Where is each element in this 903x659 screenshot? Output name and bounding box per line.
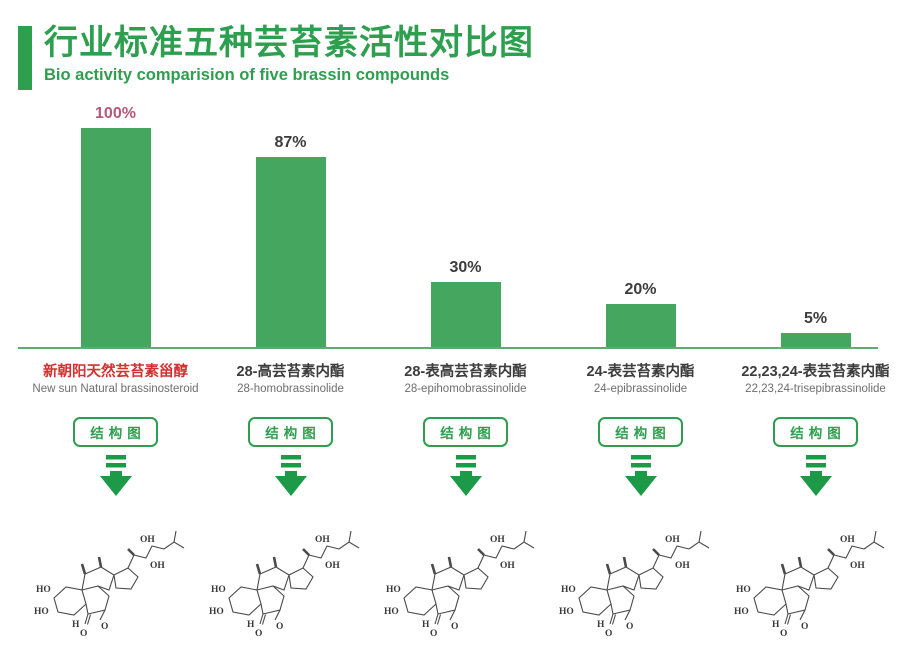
svg-text:OH: OH	[490, 535, 505, 545]
svg-text:HO: HO	[211, 585, 226, 595]
chemical-structure: OH OH HO HO H O O	[732, 502, 900, 645]
svg-text:O: O	[255, 629, 262, 639]
compound-column: 30% 28-表高芸苔素内酯 28-epihomobrassinolide 结构…	[378, 98, 553, 645]
header: 行业标准五种芸苔素活性对比图 Bio activity comparision …	[0, 0, 903, 90]
compound-name-zh: 24-表芸苔素内酯	[586, 364, 695, 380]
down-arrow-icon	[793, 454, 839, 498]
bar-zone: 100%	[28, 98, 203, 348]
svg-text:O: O	[430, 629, 437, 639]
bar-value-label: 20%	[624, 281, 657, 298]
down-arrow-icon	[93, 454, 139, 498]
svg-text:OH: OH	[325, 561, 340, 571]
activity-bar	[255, 156, 326, 348]
compound-column: 20% 24-表芸苔素内酯 24-epibrassinolide 结构图	[553, 98, 728, 645]
svg-text:HO: HO	[559, 607, 574, 617]
svg-text:HO: HO	[36, 585, 51, 595]
svg-text:HO: HO	[736, 585, 751, 595]
bar-value-label: 5%	[803, 310, 828, 327]
structure-button[interactable]: 结构图	[248, 417, 333, 447]
page-subtitle: Bio activity comparision of five brassin…	[44, 66, 450, 85]
x-axis-line	[18, 347, 878, 349]
compound-column: 5% 22,23,24-表芸苔素内酯 22,23,24-trisepibrass…	[728, 98, 903, 645]
svg-text:OH: OH	[500, 561, 515, 571]
compound-name: 28-高芸苔素内酯 28-homobrassinolide	[237, 364, 345, 402]
compound-column: 87% 28-高芸苔素内酯 28-homobrassinolide 结构图	[203, 98, 378, 645]
svg-text:HO: HO	[561, 585, 576, 595]
svg-text:H: H	[422, 620, 430, 630]
svg-text:H: H	[597, 620, 605, 630]
title-accent-bar	[18, 26, 32, 90]
bar-zone: 30%	[378, 98, 553, 348]
structure-button-zone: 结构图	[248, 417, 333, 447]
compound-name: 22,23,24-表芸苔素内酯 22,23,24-trisepibrassino…	[741, 364, 889, 402]
compound-name-zh: 22,23,24-表芸苔素内酯	[741, 364, 890, 380]
svg-text:OH: OH	[840, 535, 855, 545]
svg-text:OH: OH	[315, 535, 330, 545]
compound-columns: 100% 新朝阳天然芸苔素甾醇 New sun Natural brassino…	[28, 98, 903, 645]
svg-text:O: O	[276, 622, 283, 632]
bar-zone: 20%	[553, 98, 728, 348]
svg-text:OH: OH	[140, 535, 155, 545]
compound-name: 新朝阳天然芸苔素甾醇 New sun Natural brassinostero…	[32, 364, 198, 402]
activity-bar	[605, 304, 676, 348]
structure-button-zone: 结构图	[73, 417, 158, 447]
page-title: 行业标准五种芸苔素活性对比图	[44, 24, 534, 62]
svg-text:O: O	[626, 622, 633, 632]
svg-text:OH: OH	[150, 561, 165, 571]
compound-column: 100% 新朝阳天然芸苔素甾醇 New sun Natural brassino…	[28, 98, 203, 645]
activity-bar	[430, 282, 501, 348]
svg-text:O: O	[80, 629, 87, 639]
chemical-structure: OH OH HO HO H O O	[557, 502, 725, 645]
bar-zone: 87%	[203, 98, 378, 348]
svg-text:HO: HO	[386, 585, 401, 595]
svg-text:O: O	[451, 622, 458, 632]
compound-name-en: New sun Natural brassinosteroid	[32, 383, 199, 396]
compound-name: 24-表芸苔素内酯 24-epibrassinolide	[587, 364, 695, 402]
chemical-structure: OH OH HO HO H O O	[207, 502, 375, 645]
compound-name-en: 28-homobrassinolide	[237, 383, 344, 396]
svg-text:O: O	[101, 622, 108, 632]
bar-value-label: 87%	[274, 133, 307, 151]
structure-button[interactable]: 结构图	[423, 417, 508, 447]
svg-text:OH: OH	[665, 535, 680, 545]
down-arrow-icon	[268, 454, 314, 498]
svg-text:HO: HO	[384, 607, 399, 617]
compound-name-en: 28-epihomobrassinolide	[404, 383, 527, 396]
down-arrow-icon	[443, 454, 489, 498]
bar-value-label: 30%	[449, 259, 482, 276]
compound-name-zh: 28-表高芸苔素内酯	[404, 364, 527, 380]
chart-area: 100% 新朝阳天然芸苔素甾醇 New sun Natural brassino…	[0, 98, 903, 645]
chemical-structure: OH OH HO HO H O O	[382, 502, 550, 645]
svg-text:O: O	[780, 629, 787, 639]
down-arrow-icon	[618, 454, 664, 498]
svg-text:HO: HO	[209, 607, 224, 617]
structure-button-zone: 结构图	[423, 417, 508, 447]
svg-text:HO: HO	[34, 607, 49, 617]
activity-bar	[80, 128, 151, 348]
structure-button-zone: 结构图	[773, 417, 858, 447]
structure-button[interactable]: 结构图	[598, 417, 683, 447]
svg-text:H: H	[247, 620, 255, 630]
compound-name-zh: 新朝阳天然芸苔素甾醇	[42, 364, 188, 380]
compound-name-zh: 28-高芸苔素内酯	[236, 364, 345, 380]
chemical-structure: OH OH HO HO H O O	[32, 502, 200, 645]
svg-text:OH: OH	[850, 561, 865, 571]
bar-value-label: 100%	[95, 105, 136, 122]
activity-bar	[780, 333, 851, 348]
svg-text:HO: HO	[734, 607, 749, 617]
svg-text:O: O	[605, 629, 612, 639]
structure-button[interactable]: 结构图	[773, 417, 858, 447]
compound-name-en: 22,23,24-trisepibrassinolide	[745, 383, 886, 396]
svg-text:H: H	[72, 620, 80, 630]
bar-zone: 5%	[728, 98, 903, 348]
svg-text:O: O	[801, 622, 808, 632]
structure-button[interactable]: 结构图	[73, 417, 158, 447]
title-block: 行业标准五种芸苔素活性对比图 Bio activity comparision …	[44, 24, 534, 85]
structure-button-zone: 结构图	[598, 417, 683, 447]
compound-name-en: 24-epibrassinolide	[593, 383, 688, 396]
svg-text:OH: OH	[675, 561, 690, 571]
compound-name: 28-表高芸苔素内酯 28-epihomobrassinolide	[404, 364, 526, 402]
svg-text:H: H	[772, 620, 780, 630]
